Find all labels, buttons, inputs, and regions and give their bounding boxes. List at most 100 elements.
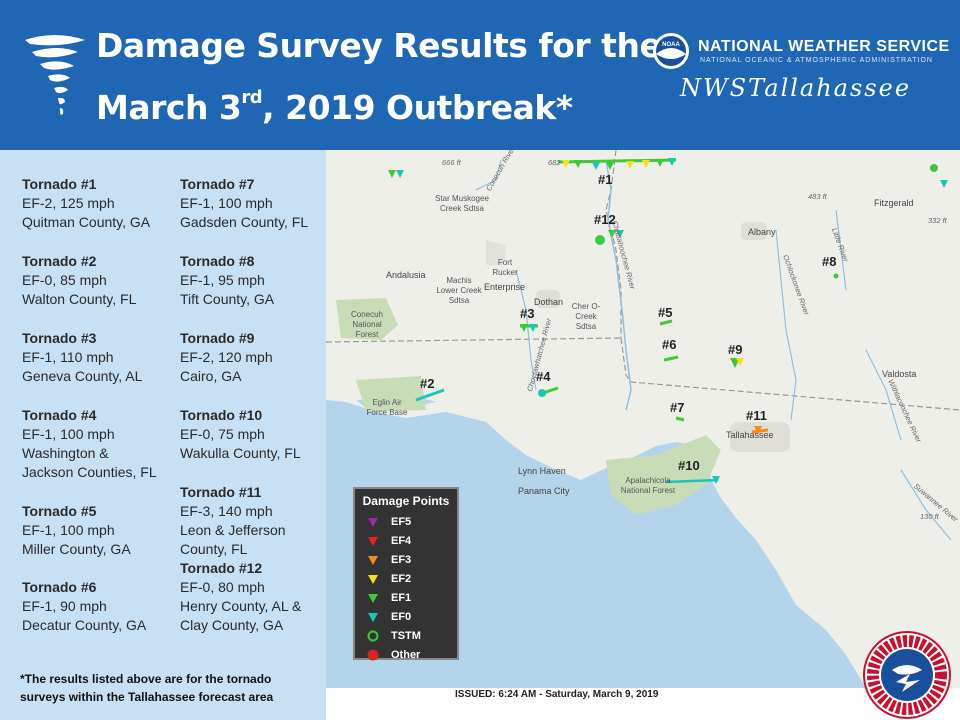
tornado-rating: EF-0, 75 mph	[180, 426, 265, 442]
legend-label: EF2	[391, 573, 412, 585]
city-valdosta: Valdosta	[882, 369, 917, 379]
tornado-entry: Tornado #10 EF-0, 75 mph Wakulla County, F…	[180, 406, 301, 463]
tornado-label-7: #7	[670, 400, 685, 415]
nws-logo-icon	[863, 631, 951, 719]
tornado-name: Tornado #5	[22, 503, 97, 519]
chattahoochee-river	[605, 159, 632, 411]
legend-item-ef1: EF1	[367, 589, 411, 607]
tallahassee-urban	[730, 422, 790, 452]
legend-label: EF0	[391, 611, 412, 623]
tornado-rating: EF-1, 90 mph	[22, 598, 107, 614]
damage-points-legend: Damage Points EF5 EF4 EF3 EF2 EF1 EF0 TSTM Othe…	[353, 487, 459, 661]
route-label-666: 666 ft	[442, 158, 461, 167]
tornado-location: Henry County, AL &	[180, 598, 302, 614]
place-apalachicola-forest: Apalachicola National Forest	[620, 476, 676, 495]
tornado-track-7[interactable]	[675, 416, 685, 422]
city-panama-city: Panama City	[518, 486, 570, 496]
tornado-label-5: #5	[658, 305, 673, 320]
tornado-rating: EF-0, 80 mph	[180, 579, 265, 595]
noaa-seal-text: NOAA	[662, 42, 680, 48]
route-label-682: 682	[548, 158, 561, 167]
tornado-track-1[interactable]	[557, 158, 677, 170]
fort-rucker-area	[486, 240, 506, 265]
tornado-location: Wakulla County, FL	[180, 445, 301, 461]
tornado-name: Tornado #8	[180, 253, 255, 269]
page-title: Damage Survey Results for the March 3rd,…	[96, 20, 662, 134]
tornado-track-2[interactable]	[415, 388, 445, 402]
circle-marker-icon	[367, 649, 379, 661]
tornado-rating: EF-2, 125 mph	[22, 195, 115, 211]
legend-label: EF4	[391, 535, 412, 547]
tornado-name: Tornado #10	[180, 407, 263, 423]
triangle-marker-icon	[368, 556, 378, 565]
city-albany: Albany	[748, 227, 776, 237]
tornado-label-1: #1	[598, 172, 613, 187]
header-banner: Damage Survey Results for the March 3rd,…	[0, 0, 960, 150]
dothan-urban	[536, 290, 560, 308]
tornado-location: Gadsden County, FL	[180, 214, 309, 230]
tornado-track-9[interactable]	[730, 358, 744, 368]
legend-label: EF1	[391, 592, 412, 604]
tornado-rating: EF-1, 100 mph	[22, 522, 115, 538]
tornado-track-5[interactable]	[659, 319, 673, 326]
title-date-suffix: rd	[241, 87, 263, 108]
eglin-afb-area	[356, 376, 426, 412]
tornado-rating: EF-0, 85 mph	[22, 272, 107, 288]
tornado-track-edge-right[interactable]	[930, 164, 948, 188]
legend-item-ef3: EF3	[367, 551, 411, 569]
legend-item-ef5: EF5	[367, 513, 411, 531]
place-conecuh-forest: Conecuh National Forest	[350, 310, 384, 339]
title-line-2: March 3rd, 2019 Outbreak*	[96, 72, 661, 134]
legend-label: EF5	[391, 516, 412, 528]
tornado-track-11[interactable]	[751, 426, 769, 434]
tornado-track-edge-left[interactable]	[388, 170, 404, 178]
title-date: March 3	[96, 88, 242, 127]
legend-item-ef0: EF0	[367, 608, 411, 626]
legend-item-other: Other	[367, 646, 420, 664]
route-label-483: 483 ft	[808, 192, 827, 201]
city-andalusia: Andalusia	[386, 270, 426, 280]
noaa-seal-icon: NOAA	[653, 33, 689, 69]
apalachicola-national-forest	[606, 435, 721, 515]
tornado-entry: Tornado #3 EF-1, 110 mph Geneva County, AL	[22, 329, 142, 386]
tornado-name: Tornado #4	[22, 407, 97, 423]
tornado-location: County, FL	[180, 541, 248, 557]
agency-subtitle: NATIONAL OCEANIC & ATMOSPHERIC ADMINISTR…	[700, 57, 933, 64]
tornado-track-8[interactable]	[833, 273, 839, 279]
tornado-track-6[interactable]	[663, 355, 679, 362]
office-name: NWSTallahassee	[680, 74, 912, 102]
tornado-entry: Tornado #1 EF-2, 125 mph Quitman County, G…	[22, 175, 150, 232]
tornado-label-11: #11	[746, 408, 767, 423]
tornado-track-10[interactable]	[665, 476, 720, 484]
triangle-marker-icon	[368, 594, 378, 603]
tornado-track-4[interactable]	[538, 386, 559, 397]
tornado-label-12: #12	[594, 212, 616, 227]
title-event: , 2019 Outbreak*	[262, 88, 573, 127]
legend-label: Other	[391, 649, 421, 661]
city-enterprise: Enterprise	[484, 282, 526, 292]
tornado-location: Jackson Counties, FL	[22, 464, 157, 480]
tornado-rating: EF-1, 110 mph	[22, 349, 114, 365]
tornado-location: Geneva County, AL	[22, 368, 143, 384]
conecuh-river	[475, 159, 502, 191]
tornado-label-3: #3	[520, 306, 535, 321]
choctawhatchee-river	[515, 269, 537, 391]
ga-fl-border	[620, 337, 960, 411]
place-fort-rucker: Fort Rucker	[492, 258, 518, 277]
legend-item-tstm: TSTM	[367, 627, 421, 645]
tornado-name: Tornado #11	[180, 484, 262, 500]
city-dothan: Dothan	[534, 297, 564, 307]
st-andrews-bay	[501, 475, 531, 495]
agency-name: NATIONAL WEATHER SERVICE	[698, 38, 950, 55]
tornado-name: Tornado #9	[180, 330, 255, 346]
tornado-track-12[interactable]	[595, 230, 624, 245]
legend-item-ef2: EF2	[367, 570, 411, 588]
tornado-rating: EF-1, 100 mph	[22, 426, 115, 442]
route-label-332: 332 ft	[928, 216, 947, 225]
tornado-name: Tornado #12	[180, 560, 263, 576]
little-river	[835, 209, 847, 291]
tornado-track-3[interactable]	[520, 324, 538, 332]
gulf-of-mexico	[326, 400, 866, 688]
tornado-location: Washington &	[22, 445, 109, 461]
tornado-name: Tornado #3	[22, 330, 97, 346]
